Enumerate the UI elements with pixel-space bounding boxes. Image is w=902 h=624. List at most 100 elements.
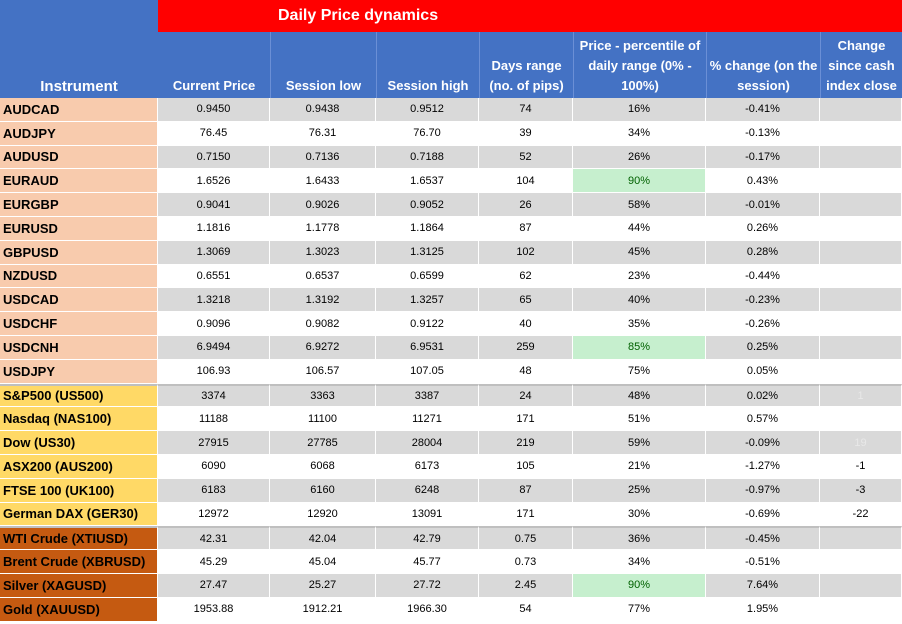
percentile-cell: 77%: [573, 597, 706, 622]
days-range-cell: 52: [479, 145, 573, 170]
percentile-cell: 21%: [573, 454, 706, 479]
pct-change-cell: -0.01%: [706, 193, 820, 217]
days-range-cell: 74: [479, 98, 573, 122]
col-header-session-high: Session high: [376, 32, 479, 98]
session-low-cell: 1.1778: [270, 216, 376, 241]
table-row: FTSE 100 (UK100) 6183 6160 6248 87 25% -0.97% -…: [0, 478, 902, 503]
session-low-cell: 106.57: [270, 359, 376, 384]
days-range-cell: 219: [479, 431, 573, 455]
pct-change-cell: -0.26%: [706, 312, 820, 336]
instrument-cell: FTSE 100 (UK100): [0, 478, 158, 503]
table-row: USDJPY 106.93 106.57 107.05 48 75% 0.05%: [0, 359, 902, 384]
pct-change-cell: 0.25%: [706, 335, 820, 360]
col-header-days-range: Days range (no. of pips): [479, 32, 573, 98]
percentile-cell: 23%: [573, 264, 706, 289]
current-price-cell: 1953.88: [158, 597, 270, 622]
session-high-cell: 1.3125: [376, 240, 479, 265]
col-header-cash-change: Change since cash index close: [820, 32, 902, 98]
session-low-cell: 0.9082: [270, 312, 376, 336]
current-price-cell: 0.6551: [158, 264, 270, 289]
session-low-cell: 11100: [270, 407, 376, 432]
cash-change-cell: [820, 193, 902, 217]
session-high-cell: 0.9512: [376, 98, 479, 122]
days-range-cell: 26: [479, 193, 573, 217]
session-low-cell: 12920: [270, 502, 376, 527]
percentile-cell: 40%: [573, 288, 706, 313]
percentile-cell: 85%: [573, 335, 706, 360]
instrument-cell: Gold (XAUUSD): [0, 597, 158, 622]
table-row: German DAX (GER30) 12972 12920 13091 171 30% -…: [0, 502, 902, 527]
pct-change-cell: -0.97%: [706, 478, 820, 503]
pct-change-cell: -0.51%: [706, 550, 820, 574]
instrument-cell: AUDCAD: [0, 98, 158, 122]
cash-change-cell: 1: [820, 383, 902, 408]
table-row: Silver (XAGUSD) 27.47 25.27 27.72 2.45 90% 7.6…: [0, 573, 902, 598]
session-high-cell: 6173: [376, 454, 479, 479]
percentile-cell: 36%: [573, 526, 706, 551]
session-high-cell: 11271: [376, 407, 479, 432]
session-low-cell: 3363: [270, 383, 376, 408]
instrument-cell: EURAUD: [0, 169, 158, 194]
table-row: GBPUSD 1.3069 1.3023 1.3125 102 45% 0.28%: [0, 240, 902, 265]
cash-change-cell: [820, 264, 902, 289]
days-range-cell: 54: [479, 597, 573, 622]
current-price-cell: 0.7150: [158, 145, 270, 170]
session-high-cell: 6248: [376, 478, 479, 503]
session-high-cell: 1.6537: [376, 169, 479, 194]
instrument-cell: AUDJPY: [0, 121, 158, 146]
cash-change-cell: 19: [820, 431, 902, 455]
pct-change-cell: -1.27%: [706, 454, 820, 479]
session-high-cell: 1.3257: [376, 288, 479, 313]
session-low-cell: 1.3023: [270, 240, 376, 265]
days-range-cell: 40: [479, 312, 573, 336]
session-high-cell: 13091: [376, 502, 479, 527]
pct-change-cell: -0.45%: [706, 526, 820, 551]
pct-change-cell: 0.05%: [706, 359, 820, 384]
percentile-cell: 90%: [573, 573, 706, 598]
current-price-cell: 0.9096: [158, 312, 270, 336]
pct-change-cell: 7.64%: [706, 573, 820, 598]
table-row: AUDJPY 76.45 76.31 76.70 39 34% -0.13%: [0, 121, 902, 146]
table-body: AUDCAD 0.9450 0.9438 0.9512 74 16% -0.41% AUDJP…: [0, 98, 902, 622]
current-price-cell: 76.45: [158, 121, 270, 146]
instrument-cell: USDCHF: [0, 312, 158, 336]
instrument-cell: Dow (US30): [0, 431, 158, 455]
current-price-cell: 27915: [158, 431, 270, 455]
table-row: USDCAD 1.3218 1.3192 1.3257 65 40% -0.23%: [0, 288, 902, 313]
session-low-cell: 42.04: [270, 526, 376, 551]
cash-change-cell: [820, 240, 902, 265]
table-row: EURAUD 1.6526 1.6433 1.6537 104 90% 0.43%: [0, 169, 902, 194]
session-high-cell: 27.72: [376, 573, 479, 598]
current-price-cell: 3374: [158, 383, 270, 408]
days-range-cell: 105: [479, 454, 573, 479]
instrument-cell: Silver (XAGUSD): [0, 573, 158, 598]
cash-change-cell: [820, 121, 902, 146]
days-range-cell: 65: [479, 288, 573, 313]
table-row: USDCNH 6.9494 6.9272 6.9531 259 85% 0.25%: [0, 335, 902, 360]
table-row: ASX200 (AUS200) 6090 6068 6173 105 21% -1.27% -…: [0, 454, 902, 479]
percentile-cell: 25%: [573, 478, 706, 503]
session-high-cell: 1966.30: [376, 597, 479, 622]
pct-change-cell: -0.23%: [706, 288, 820, 313]
session-low-cell: 6068: [270, 454, 376, 479]
table-row: Brent Crude (XBRUSD) 45.29 45.04 45.77 0.73 3…: [0, 550, 902, 574]
instrument-cell: USDJPY: [0, 359, 158, 384]
days-range-cell: 39: [479, 121, 573, 146]
percentile-cell: 34%: [573, 550, 706, 574]
instrument-cell: German DAX (GER30): [0, 502, 158, 527]
percentile-cell: 58%: [573, 193, 706, 217]
cash-change-cell: -1: [820, 454, 902, 479]
days-range-cell: 171: [479, 407, 573, 432]
current-price-cell: 27.47: [158, 573, 270, 598]
pct-change-cell: -0.44%: [706, 264, 820, 289]
instrument-cell: S&P500 (US500): [0, 383, 158, 408]
current-price-cell: 11188: [158, 407, 270, 432]
instrument-header-label: Instrument: [40, 78, 118, 95]
instrument-cell: ASX200 (AUS200): [0, 454, 158, 479]
percentile-cell: 48%: [573, 383, 706, 408]
cash-change-cell: [820, 550, 902, 574]
session-high-cell: 107.05: [376, 359, 479, 384]
table-row: Dow (US30) 27915 27785 28004 219 59% -0.09% 19: [0, 431, 902, 455]
cash-change-cell: [820, 335, 902, 360]
